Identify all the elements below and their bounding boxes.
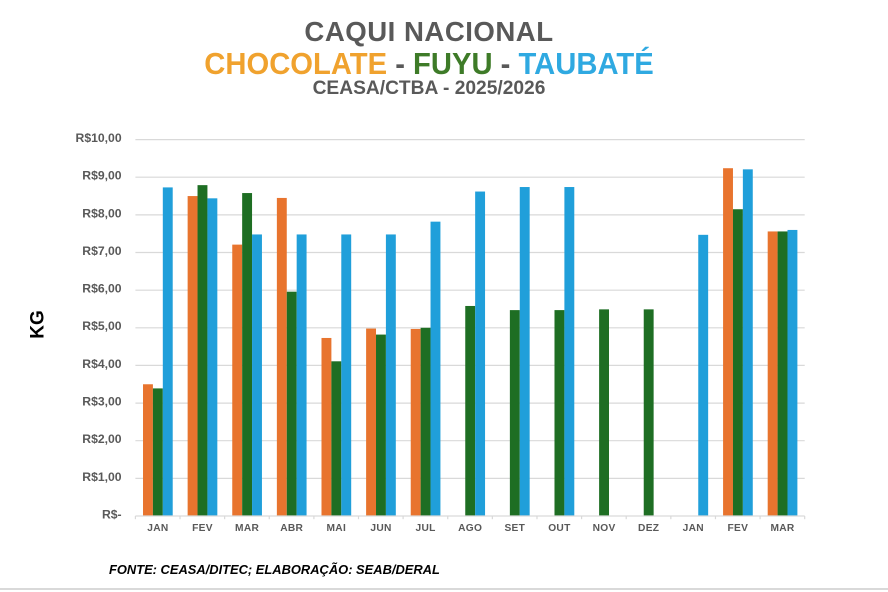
svg-text:R$6,00: R$6,00 — [82, 282, 122, 296]
svg-text:SET: SET — [504, 523, 525, 534]
svg-text:R$9,00: R$9,00 — [82, 169, 122, 183]
svg-text:KG: KG — [28, 310, 49, 339]
svg-text:R$1,00: R$1,00 — [82, 470, 122, 484]
svg-text:FEV: FEV — [192, 523, 213, 534]
svg-text:DEZ: DEZ — [638, 523, 659, 534]
svg-text:OUT: OUT — [548, 523, 571, 534]
svg-text:R$7,00: R$7,00 — [82, 244, 122, 258]
svg-text:R$10,00: R$10,00 — [76, 131, 122, 145]
svg-text:R$3,00: R$3,00 — [82, 395, 122, 409]
svg-text:R$4,00: R$4,00 — [82, 357, 122, 371]
svg-text:R$8,00: R$8,00 — [82, 206, 122, 220]
svg-text:ABR: ABR — [280, 523, 303, 534]
svg-text:MAR: MAR — [235, 523, 259, 534]
svg-text:MAR: MAR — [770, 523, 794, 534]
svg-text:R$-: R$- — [102, 507, 122, 521]
svg-text:MAI: MAI — [327, 523, 347, 534]
svg-text:JUN: JUN — [370, 523, 391, 534]
svg-text:JUL: JUL — [416, 523, 436, 534]
svg-text:FEV: FEV — [728, 523, 749, 534]
svg-text:AGO: AGO — [458, 523, 482, 534]
svg-text:R$2,00: R$2,00 — [82, 432, 122, 446]
svg-text:JAN: JAN — [683, 523, 704, 534]
svg-text:R$5,00: R$5,00 — [82, 319, 122, 333]
svg-text:JAN: JAN — [147, 523, 168, 534]
svg-text:NOV: NOV — [593, 523, 616, 534]
